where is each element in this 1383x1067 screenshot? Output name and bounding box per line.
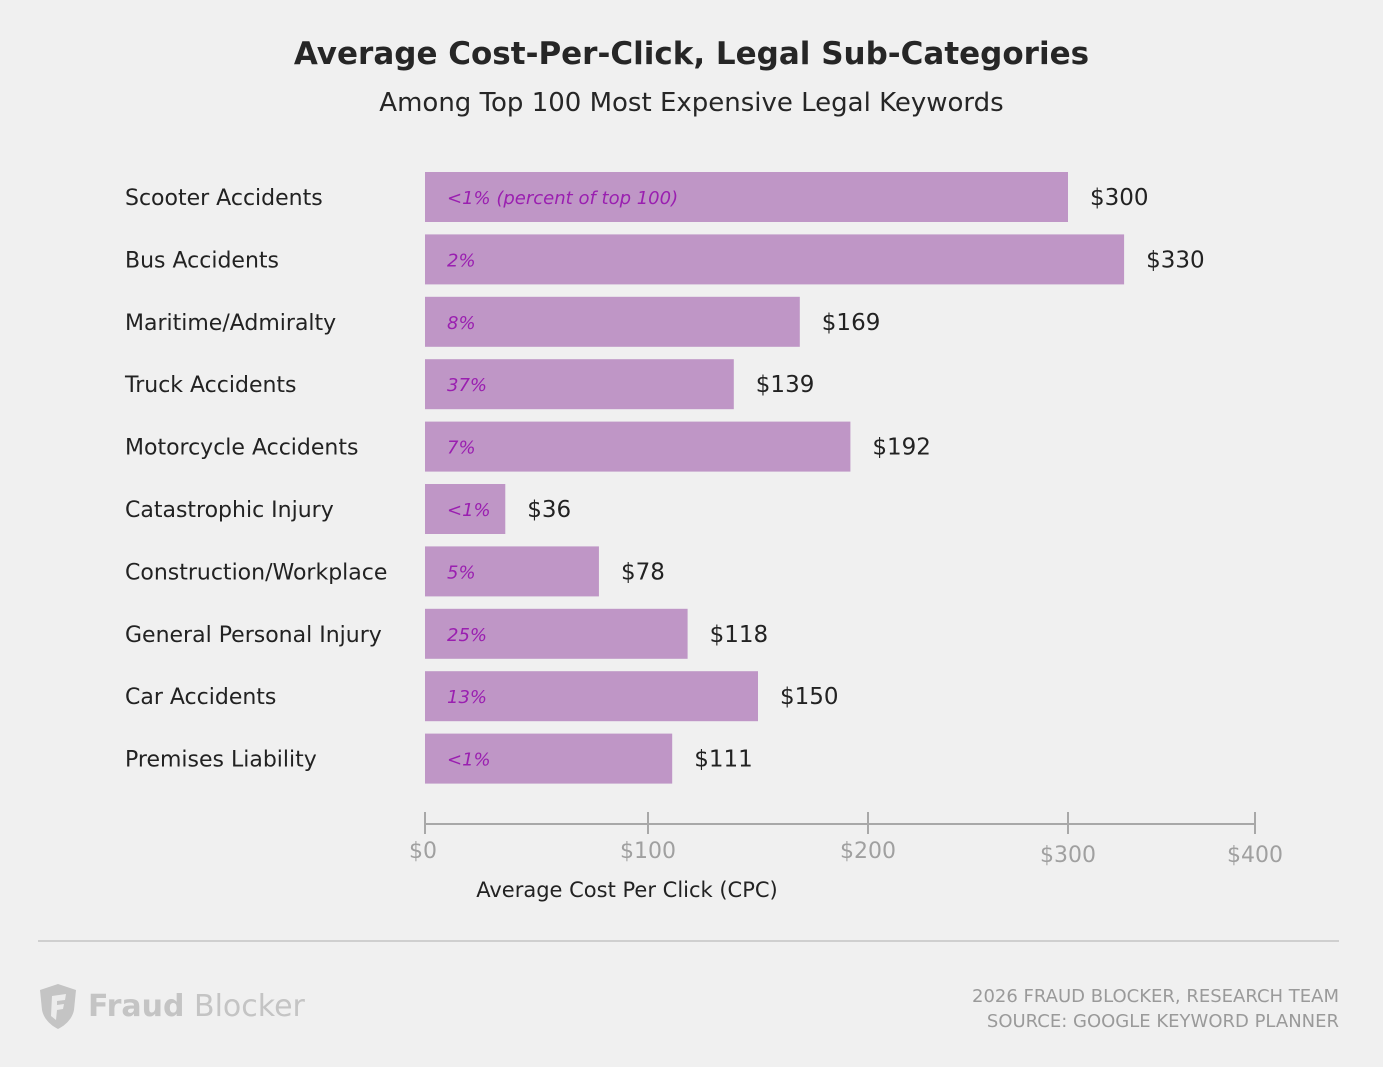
logo-word-bold: Fraud [88,988,185,1024]
shield-f-icon [40,984,76,1029]
value-label: $330 [1146,247,1205,273]
category-label: Premises Liability [125,748,317,773]
category-label: Car Accidents [125,685,276,710]
bar-row: Scooter Accidents <1% (percent of top 100… [125,172,1149,222]
percent-label: 8% [447,313,476,334]
x-axis-label: Average Cost Per Click (CPC) [476,878,778,902]
value-label: $169 [822,310,881,336]
value-label: $111 [694,747,753,773]
value-label: $118 [710,622,769,648]
axis-tick-label: $400 [1227,843,1283,868]
bar-chart: Scooter Accidents <1% (percent of top 100… [124,172,1283,902]
axis-tick-label: $100 [620,839,676,864]
bar-row: Construction/Workplace 5% $78 [125,546,665,597]
bar-row: Truck Accidents 37% $139 [124,359,815,410]
chart-subtitle: Among Top 100 Most Expensive Legal Keywo… [379,88,1004,118]
credit-line-2: SOURCE: GOOGLE KEYWORD PLANNER [986,1011,1339,1032]
x-axis: $0 $100 $200 $300 $400 [409,812,1283,868]
value-label: $78 [621,559,665,585]
credit-line-1: 2026 FRAUD BLOCKER, RESEARCH TEAM [972,986,1339,1007]
credits: 2026 FRAUD BLOCKER, RESEARCH TEAM SOURCE… [972,984,1339,1034]
bar [425,484,506,534]
bars-group: Scooter Accidents <1% (percent of top 100… [124,172,1205,784]
bar [425,733,673,784]
percent-label: <1% [447,750,491,771]
value-label: $192 [872,435,931,461]
bar [425,421,851,472]
bar [425,671,758,722]
chart-title: Average Cost-Per-Click, Legal Sub-Catego… [293,36,1090,72]
category-label: Construction/Workplace [125,560,387,585]
category-label: Scooter Accidents [125,186,323,211]
value-label: $36 [527,497,571,523]
bar-row: Maritime/Admiralty 8% $169 [125,296,881,347]
category-label: Bus Accidents [125,248,279,273]
bar-row: Premises Liability <1% $111 [125,733,753,784]
bar-row: Motorcycle Accidents 7% $192 [125,421,931,472]
bar-row: General Personal Injury 25% $118 [125,608,769,659]
bar [425,296,800,347]
category-label: Motorcycle Accidents [125,436,358,461]
percent-label: 13% [447,687,487,708]
category-label: General Personal Injury [125,623,382,648]
bar-row: Bus Accidents 2% $330 [125,234,1205,285]
bar [425,546,599,597]
bar-row: Car Accidents 13% $150 [125,671,839,722]
bar [425,608,688,659]
percent-label: <1% (percent of top 100) [447,188,678,209]
fraud-blocker-logo: Fraud Blocker [38,982,305,1030]
bar [425,172,1068,222]
axis-tick-label: $200 [840,839,896,864]
percent-label: 2% [447,250,476,271]
category-label: Truck Accidents [124,373,297,398]
axis-tick-label: $300 [1040,843,1096,868]
percent-label: <1% [447,500,491,521]
category-label: Maritime/Admiralty [125,311,336,336]
value-label: $150 [780,684,839,710]
percent-label: 7% [447,438,476,459]
percent-label: 25% [447,625,487,646]
logo-wordmark: Fraud Blocker [88,989,305,1024]
bar-row: Catastrophic Injury <1% $36 [125,484,571,534]
percent-label: 5% [447,562,476,583]
axis-tick-label: $0 [409,839,437,864]
value-label: $300 [1090,185,1149,211]
value-label: $139 [756,372,815,398]
category-label: Catastrophic Injury [125,498,334,523]
logo-word-light: Blocker [194,988,305,1024]
bar [425,359,734,410]
bar [425,234,1125,285]
footer-divider [38,940,1339,942]
percent-label: 37% [447,375,487,396]
